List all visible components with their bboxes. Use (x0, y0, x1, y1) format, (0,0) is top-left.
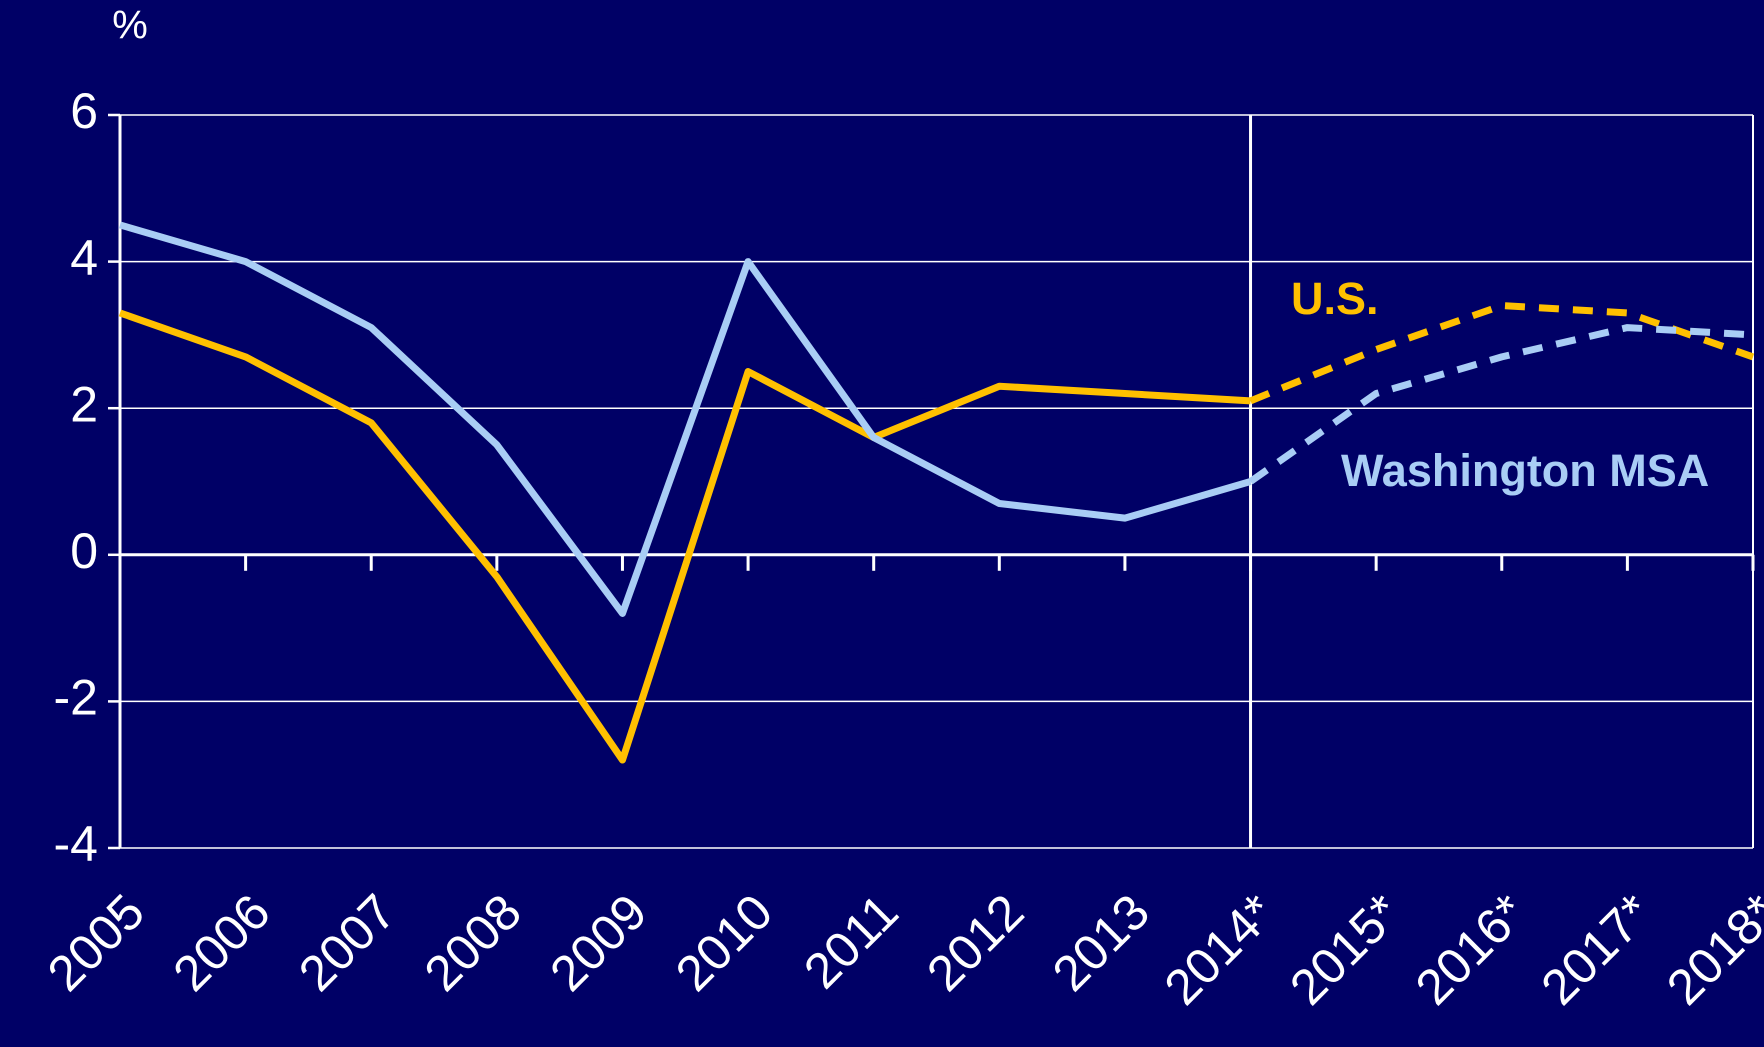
y-tick-label: -4 (54, 816, 98, 872)
y-tick-label: 4 (70, 230, 98, 286)
series-line (119, 221, 1252, 617)
series-label: Washington MSA (1341, 445, 1709, 496)
series-line (118, 309, 1251, 764)
y-tick-label: 2 (70, 376, 98, 432)
y-tick-label: 6 (70, 83, 98, 139)
y-tick-label: -2 (54, 670, 98, 726)
series-label: U.S. (1291, 273, 1379, 324)
series-line-forecast (1248, 324, 1754, 485)
y-tick-label: 0 (70, 523, 98, 579)
y-unit-label: % (112, 4, 148, 48)
